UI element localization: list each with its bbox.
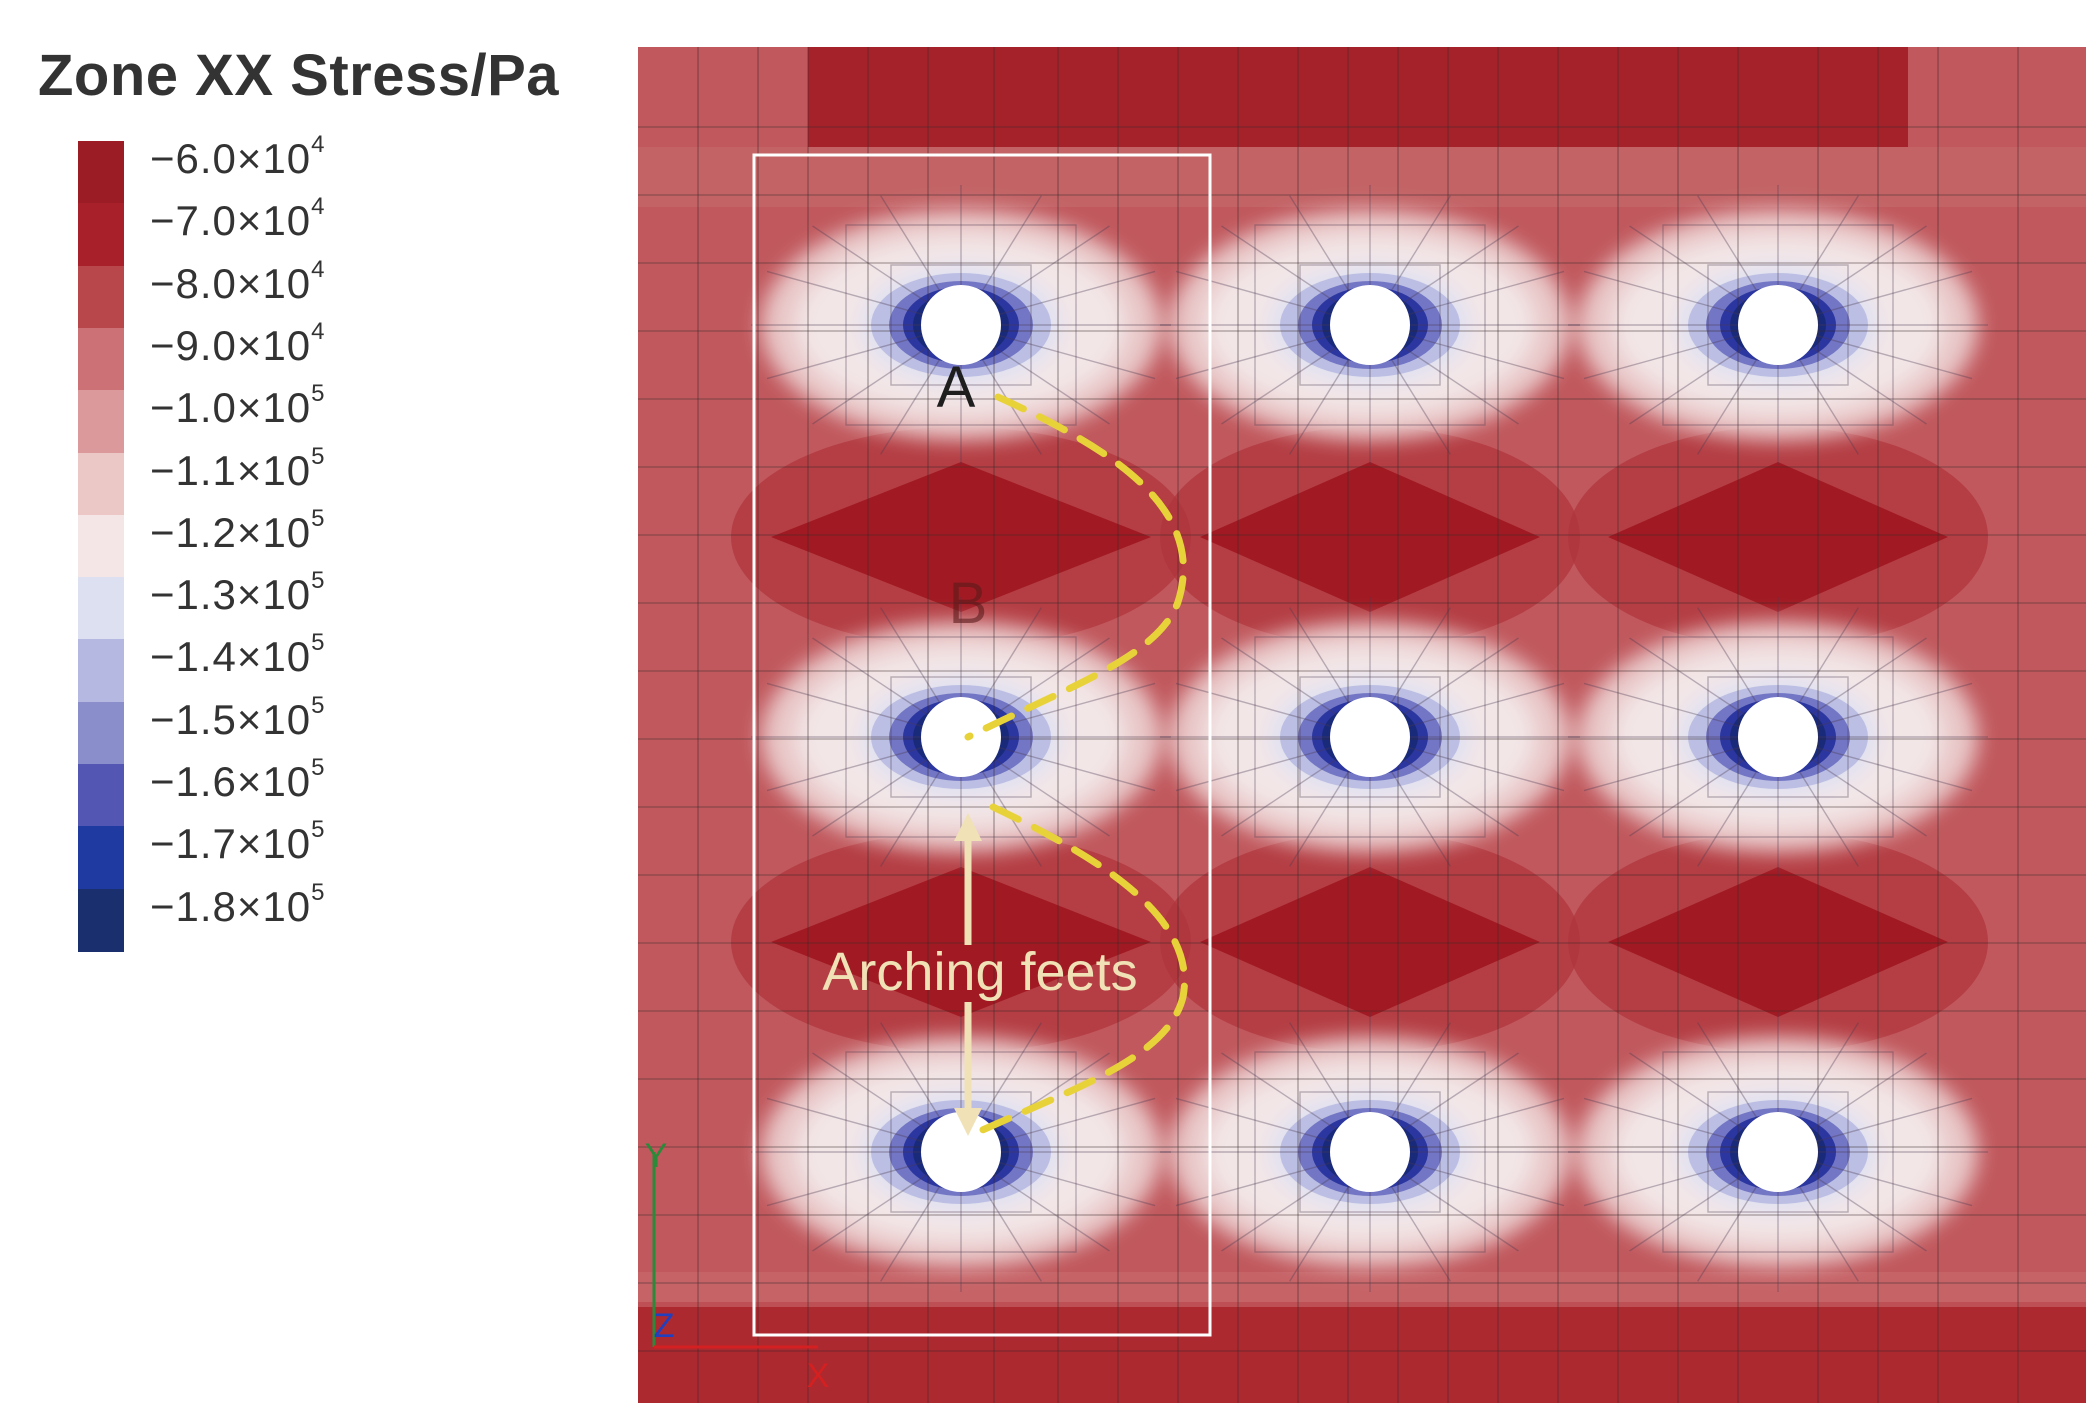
mesh-square-inner: [890, 264, 1032, 386]
mesh-square-inner: [1299, 676, 1441, 798]
legend-swatch: [78, 826, 124, 890]
legend-swatch: [78, 327, 124, 391]
mesh-square-outer: [1662, 224, 1894, 426]
legend-swatch: [78, 514, 124, 578]
pile-hole: [921, 285, 1001, 365]
mesh-square-outer: [1254, 1051, 1486, 1253]
top-transition-band: [638, 147, 2086, 207]
legend-label: −7.0×104: [150, 193, 326, 245]
legend-label: −9.0×104: [150, 317, 326, 369]
legend-label: −1.8×105: [150, 878, 326, 930]
pile-hole: [1330, 697, 1410, 777]
mesh-square-outer: [1662, 1051, 1894, 1253]
axis-x-label: X: [807, 1357, 830, 1395]
mesh-square-inner: [1707, 1091, 1849, 1213]
mesh-square-outer: [845, 1051, 1077, 1253]
selection-box: [752, 153, 1212, 1337]
arching-curve-upper: [964, 393, 1187, 741]
legend-swatch: [78, 265, 124, 329]
tension-lobe-core: [771, 867, 1151, 1017]
legend-swatch: [78, 701, 124, 765]
arching-curve-lower: [974, 803, 1188, 1136]
legend-swatch: [78, 390, 124, 454]
mesh-square-inner: [1707, 676, 1849, 798]
arching-feets-label: Arching feets: [822, 942, 1137, 1002]
tension-lobe-core: [1200, 462, 1540, 612]
axis-z-label: Z: [654, 1307, 675, 1345]
mesh-square-inner: [890, 1091, 1032, 1213]
mesh-square-inner: [890, 676, 1032, 798]
legend-label: −1.6×105: [150, 754, 326, 805]
legend-title: Zone XX Stress/Pa: [38, 43, 560, 108]
legend-swatch: [78, 203, 124, 267]
stress-contour-map: A B Arching feets Y Z X: [638, 47, 2086, 1403]
legend-swatch: [78, 452, 124, 516]
tension-lobe-core: [771, 462, 1151, 612]
legend-label: −1.5×105: [150, 691, 326, 743]
top-tension-band: [808, 47, 1908, 147]
legend-label: −1.7×105: [150, 816, 326, 868]
legend-swatch: [78, 764, 124, 827]
label-point-a: A: [937, 355, 976, 420]
tension-lobe-core: [1200, 867, 1540, 1017]
pile-hole: [1738, 285, 1818, 365]
bottom-tension-band: [638, 1302, 2086, 1403]
legend-label: −1.1×105: [150, 442, 326, 494]
legend-label: −8.0×104: [150, 255, 326, 307]
axis-y-label: Y: [645, 1137, 668, 1175]
pile-hole: [921, 697, 1001, 777]
legend-label: −6.0×104: [150, 131, 326, 182]
mesh-square-inner: [1707, 264, 1849, 386]
label-point-b: B: [949, 571, 988, 636]
mesh-square-outer: [1254, 224, 1486, 426]
mesh-square-outer: [1662, 636, 1894, 838]
legend-swatch: [78, 141, 124, 204]
color-legend-bar: [78, 141, 124, 952]
legend-swatch: [78, 639, 124, 703]
tension-lobe-core: [1608, 867, 1948, 1017]
pile-hole: [1738, 1112, 1818, 1192]
mesh-square-outer: [1254, 636, 1486, 838]
bottom-transition-band: [638, 1272, 2086, 1307]
pile-hole: [1330, 285, 1410, 365]
legend-label: −1.2×105: [150, 504, 326, 556]
mesh-square-inner: [1299, 264, 1441, 386]
pile-hole: [1738, 697, 1818, 777]
legend-swatch: [78, 577, 124, 641]
axis-triad: Y Z X: [645, 1137, 830, 1395]
legend-label: −1.4×105: [150, 629, 326, 681]
legend-label: −1.3×105: [150, 567, 326, 619]
tension-lobe-core: [1608, 462, 1948, 612]
mesh-square-inner: [1299, 1091, 1441, 1213]
pile-hole: [1330, 1112, 1410, 1192]
legend-label: −1.0×105: [150, 380, 326, 432]
mesh-square-outer: [845, 224, 1077, 426]
legend-swatch: [78, 888, 124, 952]
